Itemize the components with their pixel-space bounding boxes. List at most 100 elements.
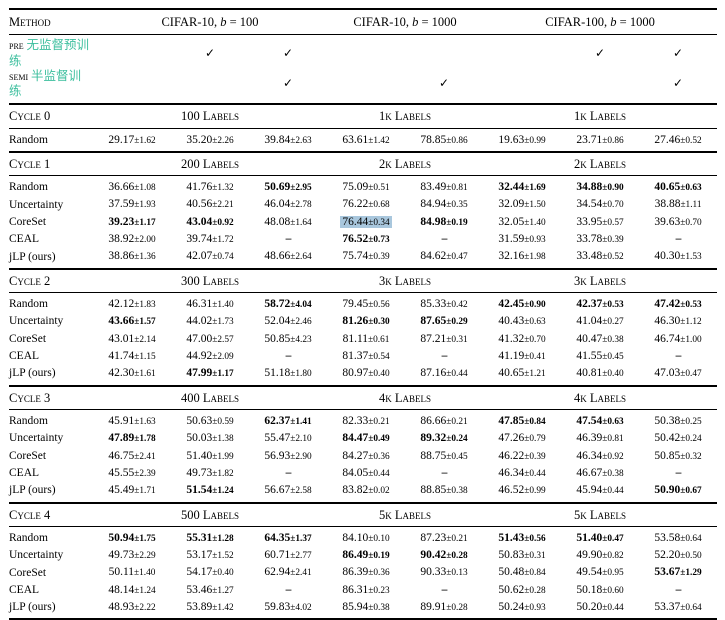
- missing-value: –: [441, 467, 448, 479]
- value-text: 32.44±1.69: [498, 181, 546, 194]
- value-text: 62.94±2.41: [264, 566, 312, 579]
- error-margin: ±2.41: [290, 568, 312, 579]
- error-margin: ±0.53: [680, 299, 702, 310]
- semi-label-cell: semi 半监督训练: [9, 68, 93, 106]
- error-margin: ±1.15: [134, 351, 156, 362]
- value-cell: 76.22±0.68: [327, 196, 405, 213]
- value-cell: 56.93±2.90: [249, 447, 327, 464]
- value-text: 78.85±0.86: [420, 133, 468, 146]
- method-name-cell: CEAL: [9, 467, 40, 479]
- missing-value: –: [285, 350, 292, 363]
- value-text: 84.10±0.10: [342, 531, 390, 544]
- value-text: 42.45±0.90: [498, 297, 546, 310]
- value-cell: 53.46±1.27: [171, 581, 249, 598]
- value-text: 54.17±0.40: [186, 566, 234, 579]
- table-row: jLP (ours) 42.30±1.61 47.99±1.17 51.18±1.80…: [9, 364, 718, 387]
- value-cell: 50.90±0.67: [639, 481, 718, 504]
- table-row: Uncertainty 43.66±1.57 44.02±1.73 52.04±2.4…: [9, 313, 717, 330]
- value-text: 50.11±1.40: [108, 566, 156, 579]
- error-margin: ±2.63: [290, 135, 312, 146]
- missing-value: –: [285, 583, 292, 596]
- error-margin: ±0.42: [446, 299, 468, 310]
- value-text: 50.90±0.67: [654, 484, 702, 497]
- value-cell: 64.35±1.37: [249, 526, 327, 546]
- error-margin: ±0.36: [368, 568, 390, 579]
- value-cell: 46.67±0.38: [561, 464, 639, 481]
- error-margin: ±1.27: [212, 585, 234, 596]
- table-row: Random 50.94±1.75 55.31±1.28 64.35±1.37 84.1…: [9, 526, 717, 546]
- value-text: 58.72±4.04: [264, 297, 312, 310]
- value-cell: 39.63±0.70: [639, 213, 717, 230]
- value-cell: 55.47±2.10: [249, 430, 327, 447]
- error-margin: ±0.99: [524, 486, 546, 497]
- value-cell: 35.20±2.26: [171, 128, 249, 153]
- value-cell: 52.04±2.46: [249, 313, 327, 330]
- value-cell: 56.67±2.58: [249, 481, 327, 504]
- error-margin: ±0.39: [368, 252, 390, 263]
- error-margin: ±0.44: [602, 486, 624, 497]
- value-cell: 46.74±1.00: [639, 330, 717, 347]
- error-margin: ±0.29: [446, 317, 468, 328]
- value-cell: 53.58±0.64: [639, 526, 717, 546]
- method-name-cell: CoreSet: [9, 449, 47, 462]
- error-margin: ±0.57: [602, 217, 624, 228]
- value-text: 38.86±1.36: [108, 250, 156, 263]
- error-margin: ±2.09: [212, 351, 234, 362]
- table-row: Uncertainty 49.73±2.29 53.17±1.52 60.71±2.7…: [9, 547, 717, 564]
- value-text: 40.65±1.21: [498, 367, 546, 380]
- error-margin: ±0.02: [368, 486, 390, 497]
- value-cell: 60.71±2.77: [249, 547, 327, 564]
- value-text: 39.23±1.17: [108, 215, 156, 228]
- value-cell: 50.62±0.28: [483, 581, 561, 598]
- table-row: CEAL 48.14±1.24 53.46±1.27 – 86.31±0.23 – 50.6…: [9, 581, 717, 598]
- error-margin: ±0.44: [524, 468, 546, 479]
- value-text: 43.04±0.92: [186, 215, 234, 228]
- value-text: 50.94±1.75: [108, 531, 156, 544]
- check-cell: ✓: [561, 35, 639, 69]
- value-text: 40.43±0.63: [498, 315, 546, 328]
- value-text: 47.26±0.79: [498, 432, 546, 445]
- value-text: 89.32±0.24: [420, 432, 468, 445]
- value-cell: 80.97±0.40: [327, 364, 405, 387]
- value-cell: 50.24±0.93: [483, 598, 561, 620]
- value-text: 47.99±1.17: [186, 367, 234, 380]
- error-margin: ±0.90: [524, 299, 546, 310]
- value-cell: 33.78±0.39: [561, 231, 639, 248]
- error-margin: ±1.98: [524, 252, 546, 263]
- error-margin: ±1.83: [134, 299, 156, 310]
- group-title-text: CIFAR-10, b = 1000: [353, 15, 457, 29]
- value-cell: 47.85±0.84: [483, 409, 561, 429]
- value-cell: 87.21±0.31: [405, 330, 483, 347]
- value-text: 42.12±1.83: [108, 297, 156, 310]
- value-text: 56.67±2.58: [264, 484, 312, 497]
- error-margin: ±2.22: [134, 603, 156, 614]
- value-text: 86.39±0.36: [342, 566, 390, 579]
- missing-value: –: [441, 350, 448, 363]
- error-margin: ±1.71: [134, 486, 156, 497]
- value-text: 39.84±2.63: [264, 133, 312, 146]
- table-row: jLP (ours) 48.93±2.22 53.89±1.42 59.83±4.02…: [9, 598, 718, 620]
- value-cell: 41.76±1.32: [171, 176, 249, 196]
- error-margin: ±0.82: [602, 551, 624, 562]
- labels-count-header: 2k Labels: [483, 151, 718, 177]
- value-cell: 52.20±0.50: [639, 547, 717, 564]
- table-row: Random 36.66±1.08 41.76±1.32 50.69±2.95 75.0…: [9, 176, 717, 196]
- value-text: 53.37±0.64: [654, 601, 702, 614]
- error-margin: ±0.93: [524, 235, 546, 246]
- value-cell: 50.63±0.59: [171, 409, 249, 429]
- error-margin: ±0.21: [446, 416, 468, 427]
- table-row: CEAL 41.74±1.15 44.92±2.09 – 81.37±0.54 – 41.1…: [9, 347, 717, 364]
- error-margin: ±0.74: [212, 252, 234, 263]
- error-margin: ±0.23: [368, 585, 390, 596]
- labels-count-header: 3k Labels: [483, 268, 718, 293]
- error-margin: ±0.38: [602, 334, 624, 345]
- value-text: 64.35±1.37: [264, 531, 312, 544]
- value-text: 84.27±0.36: [342, 449, 390, 462]
- value-text: 83.49±0.81: [420, 181, 468, 194]
- method-column-header: Method: [9, 9, 93, 36]
- value-cell: 50.18±0.60: [561, 581, 639, 598]
- value-cell: 32.44±1.69: [483, 176, 561, 196]
- value-text: 32.16±1.98: [498, 250, 546, 263]
- value-cell: 89.91±0.28: [405, 598, 483, 620]
- error-margin: ±0.47: [602, 533, 624, 544]
